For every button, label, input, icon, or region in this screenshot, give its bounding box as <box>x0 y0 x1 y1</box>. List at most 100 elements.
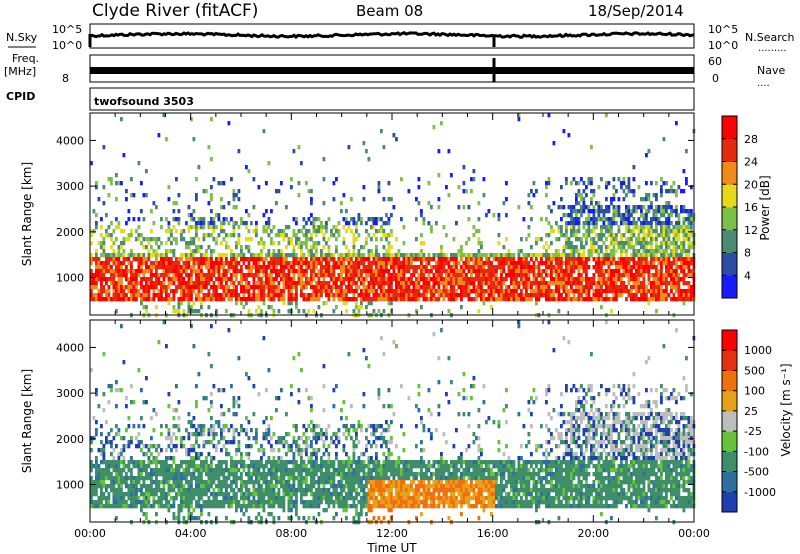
power-cell <box>272 293 276 298</box>
power-cell <box>320 257 323 262</box>
power-cell <box>527 285 531 290</box>
power-cell <box>270 253 273 258</box>
power-cell <box>112 273 116 278</box>
power-cell <box>277 293 281 298</box>
power-cell <box>630 229 633 234</box>
power-cell <box>275 265 278 270</box>
power-cell <box>222 289 226 294</box>
power-cell <box>297 257 301 262</box>
power-cell <box>412 269 416 274</box>
power-cell <box>470 297 473 302</box>
power-cell <box>442 265 446 270</box>
power-cell <box>627 189 631 194</box>
power-cell <box>562 245 566 250</box>
power-cell <box>177 193 181 198</box>
power-cell <box>350 197 353 202</box>
power-cell <box>590 241 593 246</box>
power-cell <box>312 217 316 222</box>
power-cell <box>570 297 573 302</box>
power-cell <box>435 273 438 278</box>
power-cell <box>440 253 443 258</box>
power-cell <box>590 285 593 290</box>
velocity-cell <box>127 504 131 509</box>
power-cell <box>420 209 423 214</box>
power-cell <box>340 285 343 290</box>
power-cell <box>390 257 393 262</box>
velocity-cell <box>207 408 211 413</box>
power-cell <box>475 293 478 298</box>
velocity-cell <box>177 512 181 517</box>
power-cell <box>657 209 661 214</box>
power-cell <box>570 181 573 186</box>
power-cell <box>165 229 168 234</box>
velocity-cell <box>215 476 218 481</box>
power-cell <box>190 281 193 286</box>
power-cell <box>577 269 581 274</box>
velocity-cell <box>182 504 186 509</box>
power-cell <box>525 285 528 290</box>
power-cell <box>527 261 531 266</box>
velocity-cell <box>265 432 268 437</box>
power-cell <box>652 193 656 198</box>
power-cell <box>237 261 241 266</box>
power-cell <box>140 181 143 186</box>
power-cell <box>187 301 191 306</box>
power-cell <box>567 261 571 266</box>
power-cell <box>392 253 396 258</box>
power-cell <box>557 293 561 298</box>
power-cell <box>147 269 151 274</box>
power-cell <box>132 269 136 274</box>
power-cell <box>172 261 176 266</box>
power-cell <box>142 285 146 290</box>
power-cell <box>260 253 263 258</box>
power-cell <box>362 281 366 286</box>
power-cell <box>320 261 323 266</box>
power-cell <box>337 277 341 282</box>
power-cell <box>255 269 258 274</box>
power-cell <box>100 265 103 270</box>
power-cell <box>402 273 406 278</box>
power-cell <box>657 205 661 210</box>
velocity-cell <box>220 472 223 477</box>
power-cell <box>277 309 281 314</box>
power-cell <box>570 277 573 282</box>
power-cell <box>670 269 673 274</box>
power-cell <box>110 277 113 282</box>
power-cell <box>582 257 586 262</box>
velocity-cell <box>180 484 183 489</box>
power-cell <box>150 273 153 278</box>
velocity-cell <box>140 492 143 497</box>
power-cell <box>380 269 383 274</box>
velocity-cell <box>200 484 203 489</box>
power-cell <box>305 261 308 266</box>
power-cell <box>647 269 651 274</box>
velocity-cell <box>217 500 221 505</box>
power-cell <box>137 257 141 262</box>
power-cell <box>110 281 113 286</box>
power-cell <box>140 257 143 262</box>
power-cell <box>282 301 286 306</box>
power-cell <box>255 297 258 302</box>
power-cell <box>567 273 571 278</box>
power-cell <box>347 257 351 262</box>
power-cell <box>530 297 533 302</box>
power-cell <box>277 233 281 238</box>
velocity-cell <box>105 472 108 477</box>
power-cell <box>672 189 676 194</box>
power-cell <box>127 289 131 294</box>
power-cell <box>397 261 401 266</box>
power-cell <box>292 285 296 290</box>
velocity-cell <box>242 496 246 501</box>
velocity-cell <box>90 500 93 505</box>
power-cell <box>200 305 203 310</box>
velocity-cell <box>220 432 223 437</box>
power-cell <box>365 221 368 226</box>
power-cell <box>677 225 681 230</box>
power-cell <box>527 253 531 258</box>
power-cell <box>377 181 381 186</box>
power-cell <box>110 253 113 258</box>
velocity-cell <box>200 512 203 517</box>
power-cell <box>450 281 453 286</box>
power-cell <box>642 277 646 282</box>
power-cell <box>540 285 543 290</box>
